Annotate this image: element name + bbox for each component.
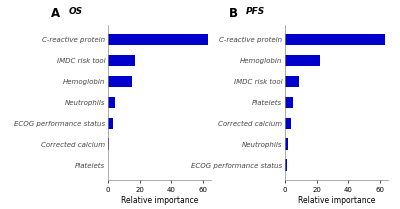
Bar [285,117,291,129]
Text: A: A [51,6,60,19]
Text: PFS: PFS [246,6,265,15]
X-axis label: Relative importance: Relative importance [121,196,198,205]
Bar [108,34,208,46]
Bar [285,139,288,150]
Bar [108,76,132,87]
Bar [285,97,293,108]
Bar [285,34,385,46]
Bar [108,97,115,108]
X-axis label: Relative importance: Relative importance [298,196,375,205]
Bar [108,117,113,129]
Text: OS: OS [69,6,83,15]
Bar [285,76,299,87]
Bar [285,159,288,171]
Bar [108,55,135,66]
Text: B: B [228,6,238,19]
Bar [285,55,320,66]
Bar [108,139,109,150]
